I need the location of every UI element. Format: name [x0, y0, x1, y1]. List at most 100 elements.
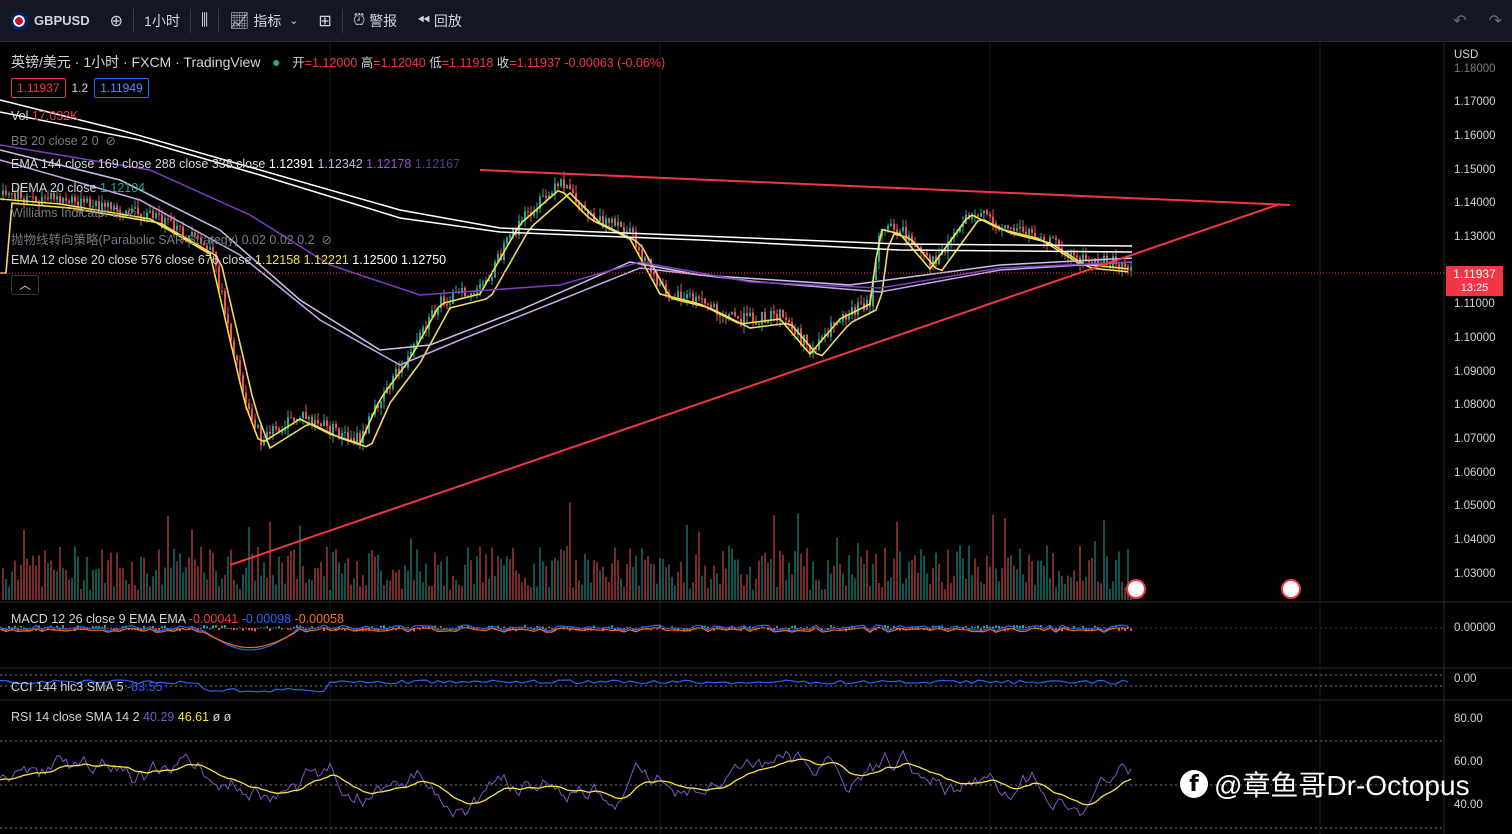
candle-body	[644, 257, 646, 261]
ema2-value-1: 1.12158	[254, 253, 301, 267]
candle-body	[35, 196, 37, 203]
psar-legend[interactable]: 抛物线转向策略(Parabolic SAR Strategy) 0.02 0.0…	[11, 229, 332, 248]
macd-histogram-bar	[287, 628, 289, 630]
candle-body	[851, 307, 853, 316]
redo-icon[interactable]: ↷	[1488, 13, 1502, 30]
volume-bar	[101, 549, 103, 600]
collapse-legend-button[interactable]: ︿	[11, 275, 39, 295]
volume-bar	[20, 564, 22, 600]
candle-body	[209, 247, 211, 250]
undo-icon[interactable]: ↶	[1453, 13, 1467, 30]
hidden-eye-icon[interactable]: ⊘	[122, 206, 137, 220]
price-tick: 1.04000	[1454, 534, 1496, 546]
candle-body	[857, 302, 859, 315]
ema-legend-1[interactable]: EMA 144 close 169 close 288 close 338 cl…	[11, 157, 460, 171]
replay-button[interactable]: ⏪︎ 回放	[407, 0, 472, 42]
macd-histogram-bar	[1073, 625, 1075, 629]
candle-body	[560, 179, 562, 187]
spread-value: 1.2	[71, 81, 89, 95]
currency-label[interactable]: USD	[1454, 49, 1479, 61]
macd-histogram-bar	[524, 625, 526, 629]
candle-body	[125, 210, 127, 215]
rsi-legend[interactable]: RSI 14 close SMA 14 2 40.29 46.61 ø ø	[11, 710, 231, 724]
volume-bar	[239, 588, 241, 600]
volume-bar	[260, 575, 262, 600]
volume-bar	[170, 567, 172, 600]
candle-body	[860, 302, 862, 304]
hidden-eye-icon[interactable]: ⊘	[318, 233, 333, 247]
candle-body	[152, 210, 154, 219]
divider	[189, 8, 191, 33]
chevron-down-icon[interactable]: ⌄	[289, 15, 299, 27]
sell-button[interactable]: 1.11937	[11, 78, 66, 98]
dema-legend[interactable]: DEMA 20 close 1.12104	[11, 181, 145, 195]
hidden-eye-icon[interactable]: ⊘	[102, 134, 116, 148]
volume-bar	[845, 585, 847, 600]
compare-button[interactable]: ⊕	[100, 0, 133, 42]
volume-bar	[350, 584, 352, 600]
candle-body	[422, 327, 424, 333]
macd-histogram-bar	[23, 627, 25, 629]
templates-button[interactable]: ⊞	[308, 0, 341, 42]
volume-bar	[596, 562, 598, 600]
ema1-name: EMA 144 close 169 close 288 close 338 cl…	[11, 157, 266, 171]
volume-bar	[773, 515, 775, 600]
candle-body	[575, 193, 577, 203]
volume-bar	[530, 586, 532, 600]
chart-type-button[interactable]: ⫼	[191, 0, 218, 42]
macd-histogram-bar	[305, 628, 307, 631]
candle-body	[149, 210, 151, 213]
volume-bar	[89, 589, 91, 600]
candle-body	[212, 247, 214, 252]
volume-bar	[62, 567, 64, 600]
price-tick: 1.03000	[1454, 568, 1496, 580]
volume-bar	[197, 566, 199, 600]
interval-selector[interactable]: 1小时	[134, 0, 190, 42]
macd-histogram-bar	[944, 628, 946, 631]
ema2-name: EMA 12 close 20 close 576 close 676 clos…	[11, 253, 252, 267]
macd-histogram-bar	[749, 626, 751, 629]
psar-name: 抛物线转向策略(Parabolic SAR Strategy) 0.02 0.0…	[11, 233, 315, 247]
volume-bar	[884, 547, 886, 600]
volume-bar	[779, 550, 781, 600]
volume-bar	[308, 579, 310, 600]
macd-histogram-bar	[413, 628, 415, 632]
volume-bar	[1079, 545, 1081, 600]
volume-bar	[374, 556, 376, 600]
macd-histogram-bar	[86, 628, 88, 630]
rsi-ma-line	[0, 758, 1132, 806]
candle-body	[257, 425, 259, 428]
candle-body	[53, 193, 55, 200]
macd-histogram-bar	[290, 628, 292, 630]
candle-body	[110, 202, 112, 210]
ema-legend-2[interactable]: EMA 12 close 20 close 576 close 676 clos…	[11, 253, 446, 267]
volume-bar	[554, 557, 556, 600]
bb-legend[interactable]: BB 20 close 2 0 ⊘	[11, 133, 116, 148]
candle-body	[278, 428, 280, 433]
volume-bar	[560, 549, 562, 600]
candle-body	[809, 345, 811, 354]
macd-histogram-bar	[131, 628, 133, 630]
williams-legend[interactable]: Williams Indicator 2 ⊘	[11, 205, 137, 220]
candle-body	[1052, 237, 1054, 239]
volume-bar	[698, 531, 700, 600]
indicators-button[interactable]: 📈︎ 指标 ⌄	[219, 0, 308, 42]
volume-bar	[152, 576, 154, 600]
buy-button[interactable]: 1.11949	[94, 78, 149, 98]
cci-legend[interactable]: CCI 144 hlc3 SMA 5 -83.55	[11, 680, 163, 694]
symbol-selector[interactable]: GBPUSD	[0, 0, 100, 42]
volume-bar	[1121, 581, 1123, 600]
macd-histogram-bar	[1127, 626, 1129, 629]
macd-legend[interactable]: MACD 12 26 close 9 EMA EMA -0.00041 -0.0…	[11, 612, 344, 626]
candle-body	[1085, 254, 1087, 261]
volume-bar	[1001, 568, 1003, 600]
volume-bar	[317, 568, 319, 600]
candle-body	[419, 332, 421, 341]
vol-legend[interactable]: Vol 17.032K	[11, 109, 78, 123]
macd-histogram-bar	[578, 628, 580, 631]
volume-bar	[719, 583, 721, 600]
volume-bar	[137, 589, 139, 600]
alert-button[interactable]: ⏰︎ 警报	[343, 0, 407, 42]
macd-histogram-bar	[179, 628, 181, 632]
